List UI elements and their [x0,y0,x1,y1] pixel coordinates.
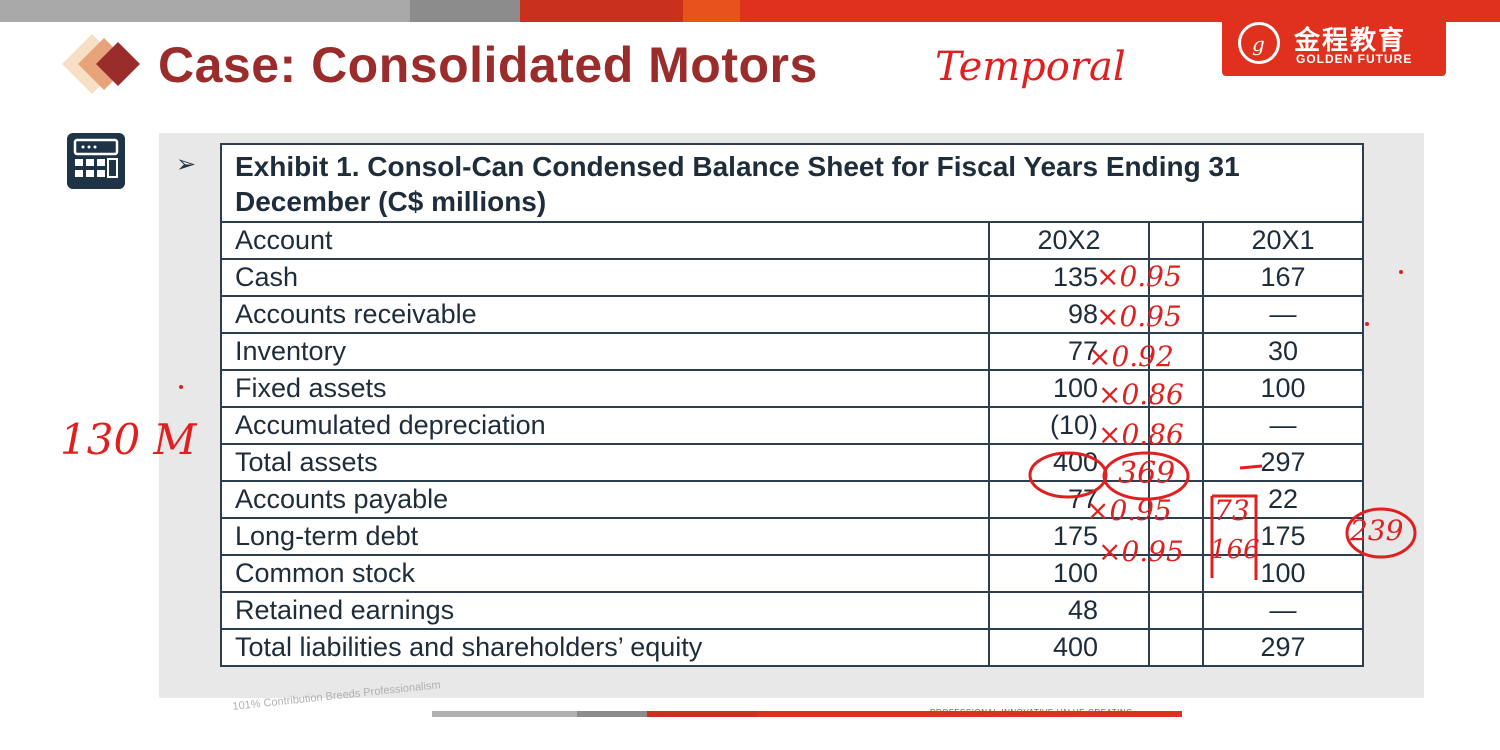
column-header-20x1: 20X1 [1202,221,1364,260]
strip-gray [0,0,410,22]
strip-orange [683,0,740,22]
footer-tagline: PROFESSIONAL·INNOVATIVE·VALUE·CREATING [930,708,1133,717]
spacer-cell [1148,591,1204,630]
account-name: Total liabilities and shareholders’ equi… [220,628,990,667]
diamond-icon [62,34,140,94]
exhibit-title: Exhibit 1. Consol-Can Condensed Balance … [220,143,1364,223]
annotation-temporal: Temporal [935,44,1126,90]
svg-text:g: g [1252,32,1265,56]
table-row: Total assets 400 297 [220,443,1364,482]
value-20x2: (10) [988,406,1150,445]
value-20x2: 175 [988,517,1150,556]
table-row: Accumulated depreciation (10) — [220,406,1364,445]
spacer-cell [1148,554,1204,593]
table-row: Cash 135 167 [220,258,1364,297]
spacer-cell [1148,221,1204,260]
table-row: Total liabilities and shareholders’ equi… [220,628,1364,667]
account-name: Accounts receivable [220,295,990,334]
account-name: Retained earnings [220,591,990,630]
value-20x2: 98 [988,295,1150,334]
strip-red [520,0,683,22]
bottom-color-strip [432,711,1182,717]
table-row: Accounts payable 77 22 [220,480,1364,519]
annotation-mult-ad: ×0.86 [1098,418,1184,451]
value-20x1: 30 [1202,332,1364,371]
table-row: Retained earnings 48 — [220,591,1364,630]
annotation-mult-ltd: ×0.95 [1098,535,1184,568]
logo-emblem-icon: g [1238,22,1280,64]
top-color-strip [0,0,1500,22]
value-20x1: — [1202,591,1364,630]
annotation-mult-inv: ×0.92 [1088,340,1174,373]
column-header-20x2: 20X2 [988,221,1150,260]
column-header-account: Account [220,221,990,260]
value-20x1: — [1202,295,1364,334]
value-20x1: — [1202,406,1364,445]
annotation-mult-cash: ×0.95 [1096,260,1182,293]
annotation-ltd-166: 166 [1210,535,1260,565]
account-name: Accumulated depreciation [220,406,990,445]
annotation-total-369: 369 [1118,456,1176,491]
account-name: Common stock [220,554,990,593]
account-name: Long-term debt [220,517,990,556]
page-title: Case: Consolidated Motors [158,37,818,93]
account-name: Inventory [220,332,990,371]
value-20x1: 297 [1202,443,1364,482]
table-row: Long-term debt 175 175 [220,517,1364,556]
annotation-mult-ap: ×0.95 [1086,494,1172,527]
annotation-circled-239: 239 [1350,514,1404,547]
spacer-cell [1148,258,1204,297]
table-header-row: Account 20X2 20X1 [220,221,1364,260]
spacer-cell [1148,406,1204,445]
annotation-ap-73: 73 [1214,494,1250,527]
balance-sheet-table: Exhibit 1. Consol-Can Condensed Balance … [220,143,1364,667]
table-row: Common stock 100 100 [220,554,1364,593]
arrow-bullet-icon: ➢ [176,151,197,178]
account-name: Cash [220,258,990,297]
logo-chinese-text: 金程教育 [1294,25,1407,55]
account-name: Fixed assets [220,369,990,408]
table-row: Fixed assets 100 100 [220,369,1364,408]
calculator-icon [67,133,125,189]
value-20x2: 100 [988,554,1150,593]
value-20x2: 135 [988,258,1150,297]
spacer-cell [1148,369,1204,408]
account-name: Total assets [220,443,990,482]
table-title-row: Exhibit 1. Consol-Can Condensed Balance … [220,143,1364,223]
value-20x1: 100 [1202,369,1364,408]
value-20x1: 297 [1202,628,1364,667]
value-20x2: 77 [988,332,1150,371]
value-20x1: 167 [1202,258,1364,297]
golden-future-logo: g 金程教育 GOLDEN FUTURE [1222,14,1446,76]
logo-english-text: GOLDEN FUTURE [1296,52,1413,66]
table-row: Accounts receivable 98 — [220,295,1364,334]
value-20x2: 100 [988,369,1150,408]
account-name: Accounts payable [220,480,990,519]
spacer-cell [1148,295,1204,334]
spacer-cell [1148,517,1204,556]
spacer-cell [1148,628,1204,667]
strip-darkgray [410,0,520,22]
value-20x2: 400 [988,628,1150,667]
table-row: Inventory 77 30 [220,332,1364,371]
annotation-mult-fa: ×0.86 [1098,378,1184,411]
value-20x2: 48 [988,591,1150,630]
spacer-cell [1148,332,1204,371]
annotation-130m: 130 M [60,415,197,464]
annotation-mult-ar: ×0.95 [1096,300,1182,333]
